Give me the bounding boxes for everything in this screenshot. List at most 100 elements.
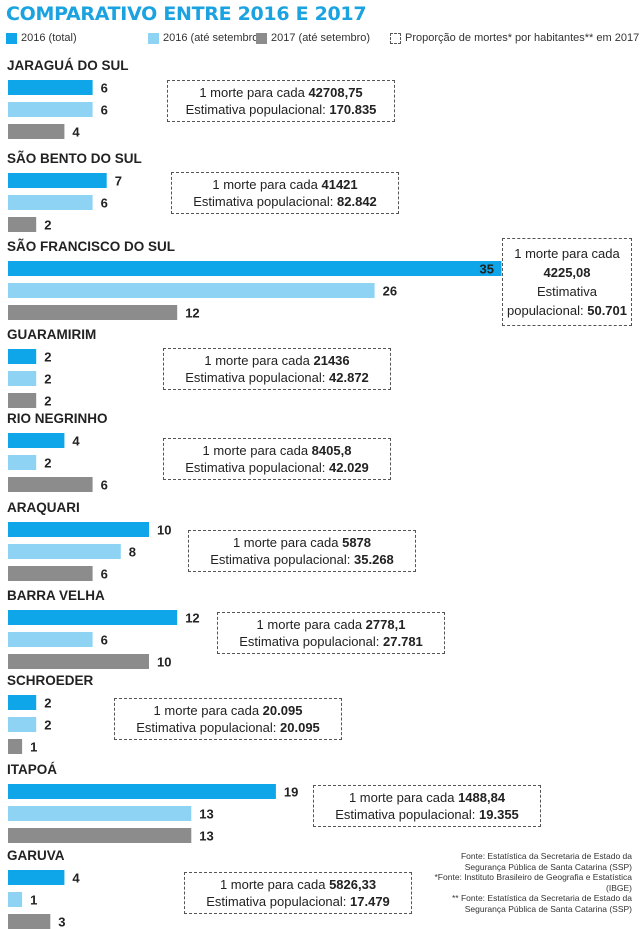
city-3-name: SÃO FRANCISCO DO SUL bbox=[7, 239, 175, 254]
city-5-group: RIO NEGRINHO 4 2 6 bbox=[7, 411, 108, 493]
city-1-value-2: 6 bbox=[101, 103, 108, 118]
deaths-ratio-line: 1 morte para cada 4225,08 bbox=[507, 244, 627, 282]
population-value: 19.355 bbox=[479, 807, 519, 822]
population-value: 42.029 bbox=[329, 460, 369, 475]
deaths-ratio-value: 21436 bbox=[313, 353, 350, 368]
city-8-ratio-box: 1 morte para cada 20.095 Estimativa popul… bbox=[114, 698, 342, 740]
city-6-ratio-box: 1 morte para cada 5878 Estimativa populac… bbox=[188, 530, 416, 572]
city-1-group: JARAGUÁ DO SUL 6 6 4 bbox=[7, 58, 129, 140]
source-note: Fonte: Estatística da Secretaria de Esta… bbox=[422, 851, 633, 914]
deaths-ratio-line: 1 morte para cada 2778,1 bbox=[224, 616, 438, 633]
city-2-group: SÃO BENTO DO SUL 76 2 bbox=[7, 151, 142, 233]
city-9-value-2: 13 bbox=[199, 807, 213, 822]
city-9-value-1: 19 bbox=[284, 785, 298, 800]
city-1-bar-2 bbox=[8, 102, 93, 117]
deaths-ratio-label: 1 morte para cada bbox=[212, 177, 322, 192]
city-7-value-3: 10 bbox=[157, 655, 171, 670]
city-6-bar-1 bbox=[8, 522, 149, 537]
deaths-ratio-line: 1 morte para cada 1488,84 bbox=[320, 789, 534, 806]
city-4-ratio-box: 1 morte para cada 21436 Estimativa popula… bbox=[163, 348, 391, 390]
city-4-bar-3 bbox=[8, 393, 37, 408]
city-7-value-2: 6 bbox=[101, 633, 108, 648]
legend-label: 2016 (total) bbox=[21, 32, 77, 44]
city-3-bar-2 bbox=[8, 283, 375, 298]
population-value: 27.781 bbox=[383, 634, 423, 649]
chart-title: COMPARATIVO ENTRE 2016 E 2017 bbox=[6, 3, 367, 25]
city-10-value-3: 3 bbox=[58, 915, 65, 929]
city-5-ratio-box: 1 morte para cada 8405,8 Estimativa popul… bbox=[163, 438, 391, 480]
city-10-bar-1 bbox=[8, 870, 65, 885]
city-7-name: BARRA VELHA bbox=[7, 588, 105, 603]
deaths-ratio-value: 8405,8 bbox=[311, 443, 352, 458]
city-7-bar-2 bbox=[8, 632, 93, 647]
city-8-bar-3 bbox=[8, 739, 23, 754]
city-4-bar-2 bbox=[8, 371, 37, 386]
population-line: Estimativa populacional: 42.029 bbox=[170, 459, 384, 476]
city-2-bar-2 bbox=[8, 195, 93, 210]
city-1-ratio-box: 1 morte para cada 42708,75 Estimativa pop… bbox=[167, 80, 395, 122]
city-5-bar-1 bbox=[8, 433, 65, 448]
legend-swatch bbox=[6, 32, 17, 44]
city-1-bar-3 bbox=[8, 124, 65, 139]
city-3-ratio-box: 1 morte para cada 4225,08 Estimativa popu… bbox=[502, 238, 632, 326]
city-2-value-2: 6 bbox=[101, 196, 108, 211]
legend-item-1: 2016 (total) bbox=[6, 32, 77, 44]
source-line-ibge: *Fonte: Instituto Brasileiro de Geografi… bbox=[434, 872, 633, 893]
legend: 2016 (total) 2016 (até setembro) 2017 (até… bbox=[6, 32, 639, 48]
city-8-value-3: 1 bbox=[30, 740, 37, 755]
legend-swatch bbox=[148, 32, 159, 44]
city-9-name: ITAPOÁ bbox=[7, 762, 57, 777]
legend-item-3: 2017 (até setembro) bbox=[256, 32, 370, 44]
source-line-ssp-2: ** Fonte: Estatística da Secretaria de E… bbox=[451, 893, 632, 914]
deaths-ratio-value: 5826,33 bbox=[329, 877, 377, 892]
city-6-value-3: 6 bbox=[101, 567, 108, 582]
city-3-group: SÃO FRANCISCO DO SUL 35 26 12 bbox=[7, 239, 502, 321]
city-7-bar-3 bbox=[8, 654, 149, 669]
deaths-ratio-line: 1 morte para cada 8405,8 bbox=[170, 442, 384, 459]
city-2-bar-1 bbox=[8, 173, 107, 188]
city-6-group: ARAQUARI 10 8 6 bbox=[7, 500, 171, 582]
deaths-ratio-line: 1 morte para cada 21436 bbox=[170, 352, 384, 369]
city-9-bar-1 bbox=[8, 784, 276, 799]
city-3-bar-3 bbox=[8, 305, 178, 320]
city-4-bar-1 bbox=[8, 349, 37, 364]
population-value: 82.842 bbox=[337, 194, 377, 209]
city-3-bar-1 bbox=[8, 261, 502, 276]
population-label: Estimativa populacional: bbox=[136, 720, 281, 735]
population-line: Estimativa populacional: 82.842 bbox=[178, 193, 392, 210]
deaths-ratio-line: 1 morte para cada 41421 bbox=[178, 176, 392, 193]
city-5-value-1: 4 bbox=[72, 434, 80, 449]
deaths-ratio-label: 1 morte para cada bbox=[204, 353, 314, 368]
city-7-ratio-box: 1 morte para cada 2778,1 Estimativa popul… bbox=[217, 612, 445, 654]
population-label: Estimativa populacional: bbox=[206, 894, 351, 909]
deaths-ratio-label: 1 morte para cada bbox=[232, 535, 343, 550]
city-7-value-1: 12 bbox=[185, 611, 199, 626]
legend-item-2: 2016 (até setembro) bbox=[148, 32, 262, 44]
city-5-value-2: 2 bbox=[44, 456, 51, 471]
city-2-bar-3 bbox=[8, 217, 37, 232]
city-2-value-1: 7 bbox=[115, 174, 122, 189]
legend-item-4: Proporção de mortes* por habitantes** em… bbox=[390, 32, 639, 44]
deaths-ratio-value: 4225,08 bbox=[543, 265, 591, 280]
city-6-name: ARAQUARI bbox=[7, 500, 80, 515]
city-10-bar-2 bbox=[8, 892, 23, 907]
deaths-ratio-line: 1 morte para cada 42708,75 bbox=[174, 84, 388, 101]
city-4-group: GUARAMIRIM 2 2 2 bbox=[7, 327, 96, 409]
deaths-ratio-label: 1 morte para cada bbox=[219, 877, 330, 892]
city-8-value-2: 2 bbox=[44, 718, 51, 733]
city-8-value-1: 2 bbox=[44, 696, 51, 711]
city-3-value-1: 35 bbox=[480, 262, 494, 277]
city-6-bar-2 bbox=[8, 544, 121, 559]
city-6-bar-3 bbox=[8, 566, 93, 581]
population-value: 42.872 bbox=[329, 370, 369, 385]
city-9-bar-2 bbox=[8, 806, 192, 821]
deaths-ratio-label: 1 morte para cada bbox=[153, 703, 263, 718]
deaths-ratio-value: 20.095 bbox=[262, 703, 303, 718]
city-8-bar-1 bbox=[8, 695, 37, 710]
legend-label: 2016 (até setembro) bbox=[163, 32, 263, 44]
city-6-value-2: 8 bbox=[129, 545, 136, 560]
city-5-name: RIO NEGRINHO bbox=[7, 411, 108, 426]
population-line: Estimativa populacional: 17.479 bbox=[191, 893, 405, 910]
city-9-ratio-box: 1 morte para cada 1488,84 Estimativa popu… bbox=[313, 785, 541, 827]
deaths-ratio-line: 1 morte para cada 5878 bbox=[195, 534, 409, 551]
